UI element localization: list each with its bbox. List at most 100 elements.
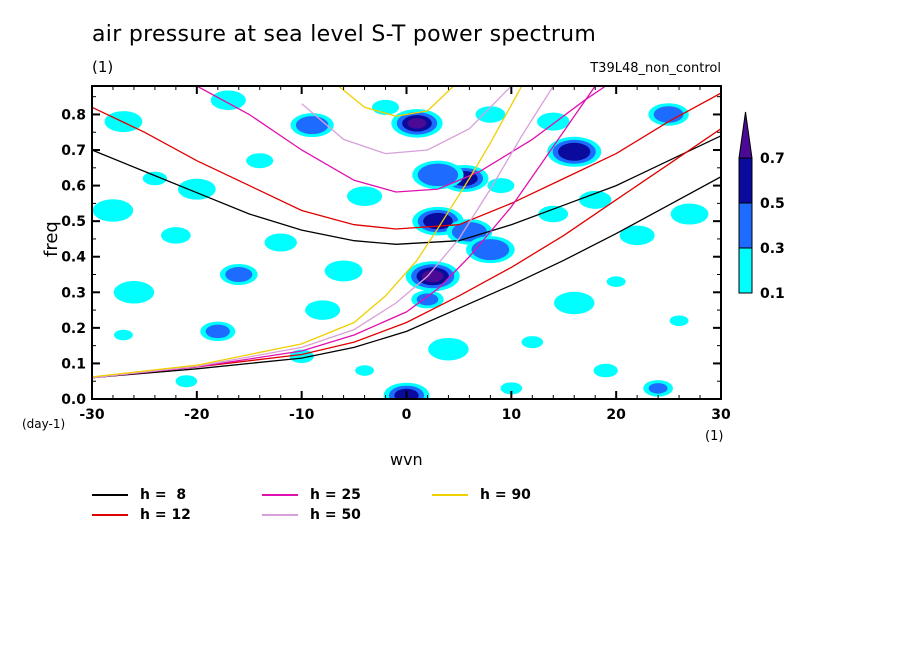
legend-swatch: [432, 494, 468, 496]
colorbar-extend-arrow: [738, 111, 753, 159]
y-axis: 0.0 0.1 0.2 0.3 0.4 0.5 0.6 0.7 0.8: [61, 96, 721, 408]
contour-patch: [471, 239, 510, 261]
chart-title: air pressure at sea level S-T power spec…: [92, 22, 597, 47]
contour-patch: [407, 118, 427, 129]
colorbar-segment: [738, 157, 753, 204]
contour-patch: [670, 203, 709, 225]
contour-patch: [416, 293, 439, 306]
colorbar-segment: [738, 247, 753, 294]
contour-fill-layer: [92, 90, 709, 399]
curve-25-inertia-gravity: [196, 86, 607, 193]
legend: h = 8 h = 12 h = 25 h = 50 h = 90: [92, 487, 572, 527]
contour-patch: [113, 281, 155, 304]
contour-patch: [606, 276, 626, 287]
legend-label: h = 90: [480, 487, 531, 503]
contour-patch: [324, 260, 363, 282]
y-axis-label: freq: [41, 221, 62, 257]
legend-item-h25: h = 25: [262, 487, 361, 503]
curve-8-kelvin: [92, 176, 721, 379]
contour-patch: [538, 205, 569, 223]
colorbar: 0.1 0.3 0.5 0.7: [738, 111, 785, 302]
y-tick-label: 0.6: [61, 179, 86, 195]
curve-90-kelvin: [92, 86, 523, 378]
curve-50-inertia-gravity: [301, 86, 512, 155]
dispersion-curves: [92, 86, 721, 379]
contour-patch: [500, 382, 523, 395]
colorbar-label: 0.5: [760, 196, 785, 212]
curve-8-inertia-gravity: [92, 135, 721, 245]
x-tick-label: -30: [79, 407, 105, 423]
contour-patch: [142, 171, 168, 186]
contour-patch: [246, 153, 274, 169]
curve-12-kelvin: [92, 128, 721, 379]
legend-label: h = 8: [140, 487, 187, 503]
curve-12-inertia-gravity: [92, 92, 721, 230]
x-tick-label: 0: [402, 407, 412, 423]
colorbar-segment: [738, 202, 753, 249]
legend-label: h = 25: [310, 487, 361, 503]
x-tick-label: -20: [184, 407, 210, 423]
contour-patch: [210, 90, 246, 110]
x-axis: -30 -20 -10 0 10 20 30: [79, 86, 731, 423]
contour-patch: [205, 324, 230, 339]
legend-swatch: [262, 514, 298, 516]
y-tick-label: 0.3: [61, 285, 86, 301]
contour-patch: [475, 106, 506, 123]
contour-patch: [521, 336, 544, 349]
x-tick-label: 10: [502, 407, 522, 423]
contour-patch: [355, 365, 375, 376]
legend-label: h = 50: [310, 507, 361, 523]
contour-patch: [295, 116, 329, 135]
y-tick-label: 0.1: [61, 356, 86, 372]
curve-25-kelvin: [92, 86, 596, 379]
x-tick-label: -10: [289, 407, 315, 423]
contour-patch: [177, 178, 216, 200]
contour-patch: [558, 142, 591, 161]
contour-patch: [579, 190, 612, 209]
legend-swatch: [92, 514, 128, 516]
colorbar-label: 0.3: [760, 241, 785, 257]
x-axis-label: wvn: [390, 450, 423, 469]
contour-patch: [619, 225, 655, 246]
contour-patch: [553, 291, 595, 315]
contour-patch: [264, 233, 297, 252]
x-unit-label: (1): [705, 429, 723, 444]
y-tick-label: 0.2: [61, 321, 86, 337]
y-tick-label: 0.7: [61, 143, 86, 159]
x-tick-label: 20: [606, 407, 626, 423]
colorbar-label: 0.1: [760, 286, 785, 302]
legend-label: h = 12: [140, 507, 191, 523]
contour-patch: [421, 270, 444, 283]
legend-item-h90: h = 90: [432, 487, 531, 503]
contour-patch: [161, 227, 191, 244]
curve-90-inertia-gravity: [337, 86, 455, 117]
legend-item-h8: h = 8: [92, 487, 186, 503]
contour-patch: [669, 315, 689, 326]
contour-patch: [305, 300, 341, 320]
y-tick-label: 0.8: [61, 107, 86, 123]
run-label: T39L48_non_control: [590, 61, 721, 76]
contour-patch: [487, 178, 515, 194]
contour-patch: [417, 163, 459, 187]
contour-patch: [653, 106, 684, 123]
curve-50-kelvin: [92, 86, 554, 379]
contour-patch: [347, 186, 383, 207]
y-tick-label: 0.0: [61, 392, 86, 408]
contour-patch: [648, 383, 668, 394]
y-tick-label: 0.5: [61, 214, 86, 230]
contour-patch: [225, 267, 253, 283]
colorbar-label: 0.7: [760, 151, 785, 167]
legend-swatch: [262, 494, 298, 496]
y-unit-label: (day-1): [22, 417, 65, 431]
legend-item-h12: h = 12: [92, 507, 191, 523]
x-tick-label: 30: [711, 407, 731, 423]
y-tick-label: 0.4: [61, 250, 86, 266]
contour-patch: [593, 363, 618, 378]
contour-patch: [92, 199, 134, 222]
contour-patch: [114, 329, 133, 341]
legend-item-h50: h = 50: [262, 507, 361, 523]
legend-swatch: [92, 494, 128, 496]
contour-patch: [428, 337, 469, 361]
top-unit-label: (1): [92, 58, 114, 76]
